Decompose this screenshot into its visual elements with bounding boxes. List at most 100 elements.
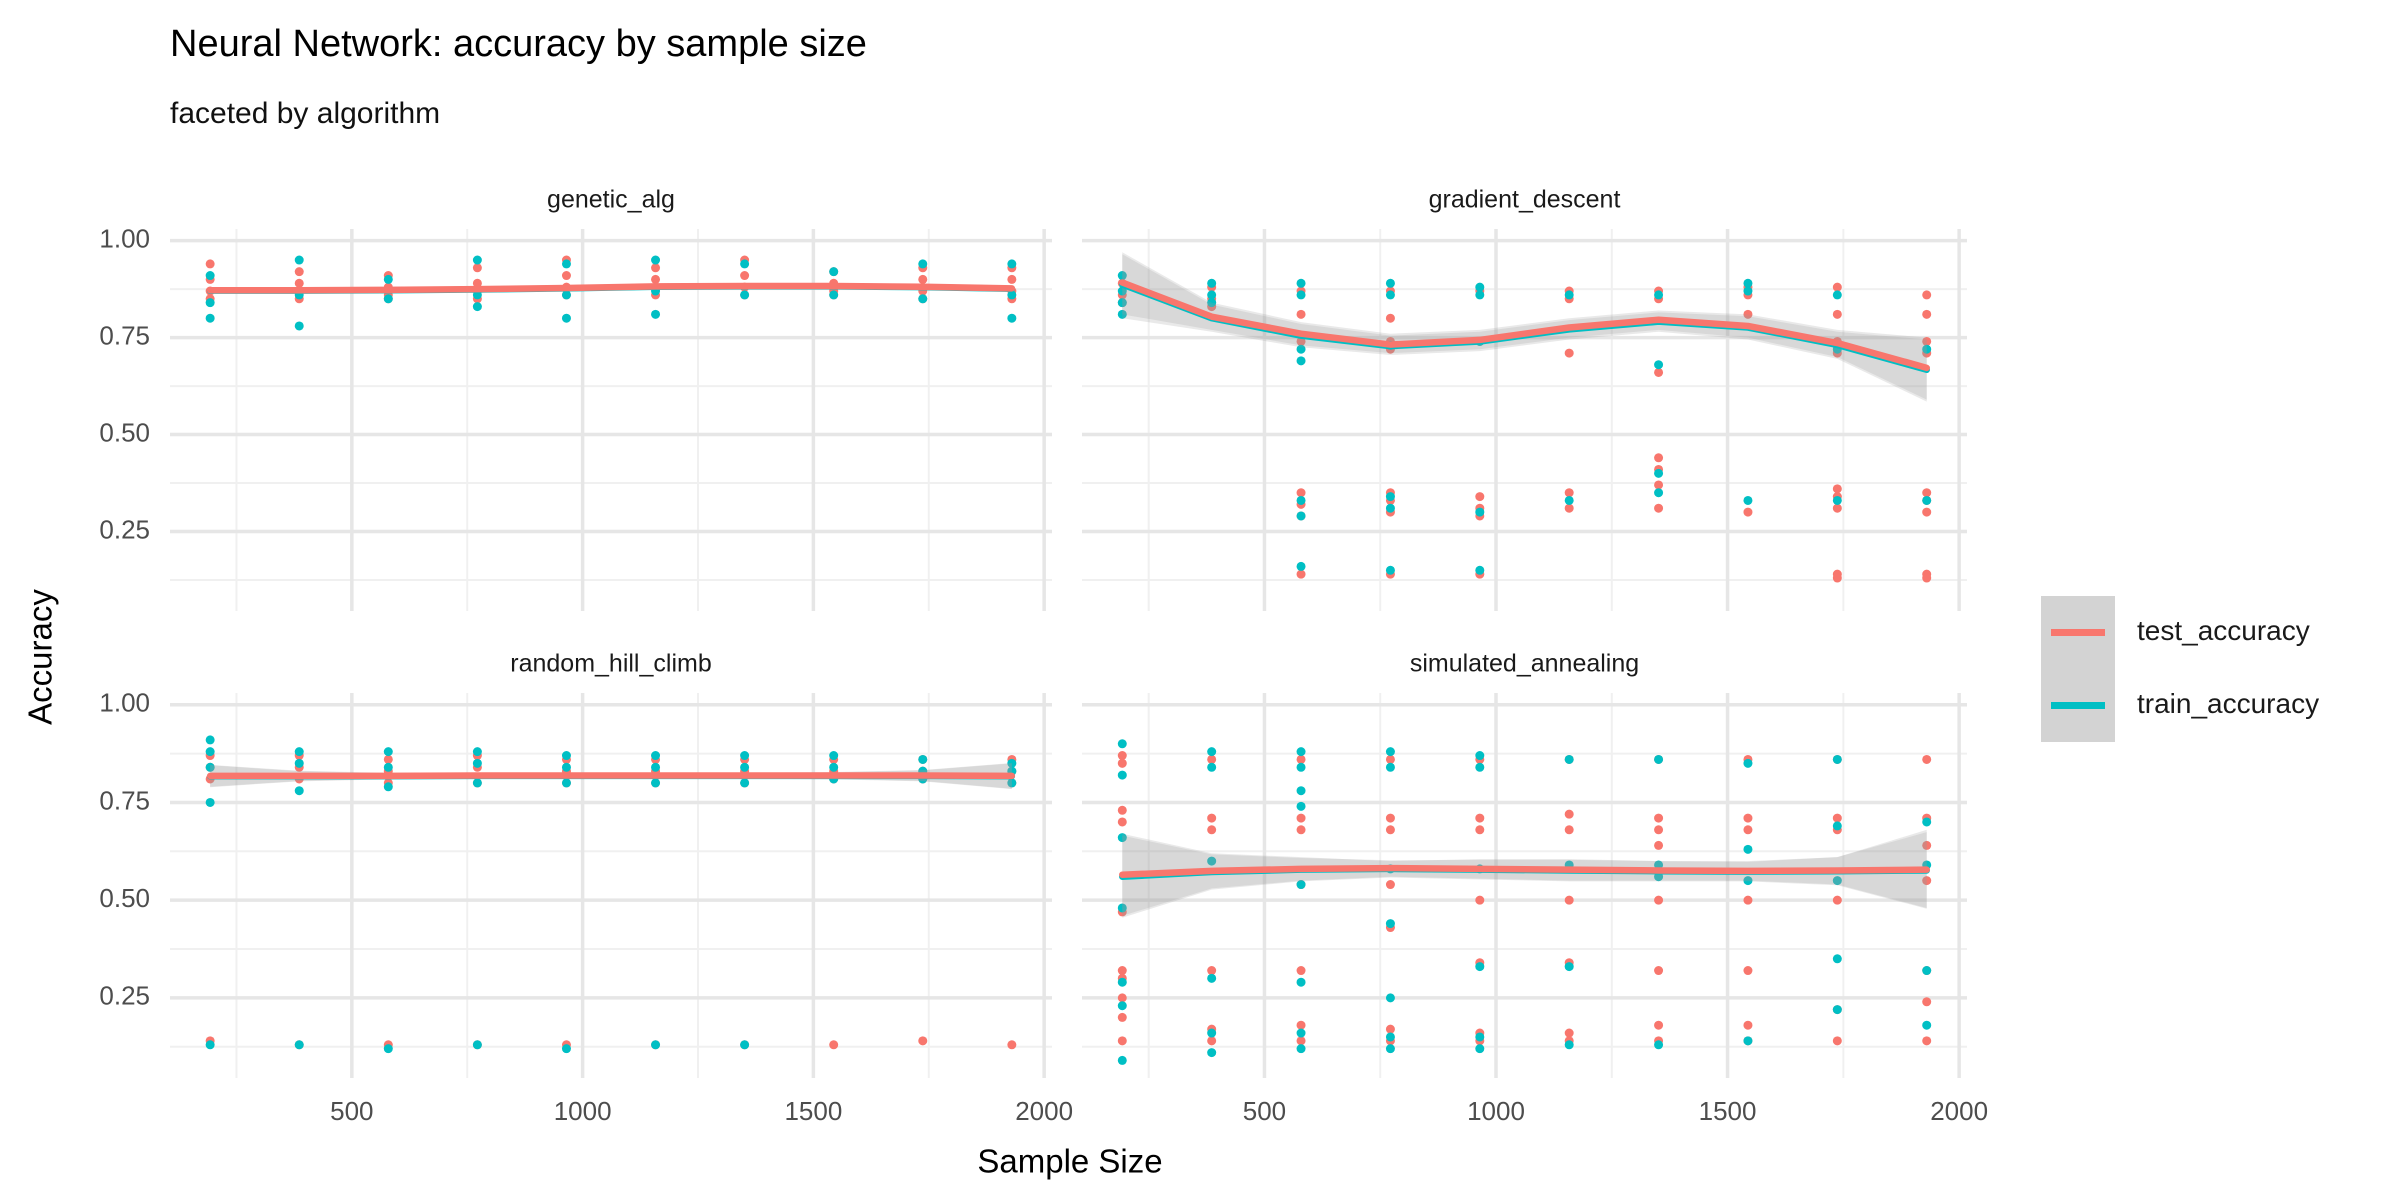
data-point xyxy=(1296,356,1306,366)
data-point xyxy=(651,1040,661,1050)
data-point xyxy=(1207,1036,1217,1046)
data-point xyxy=(294,321,304,331)
data-point xyxy=(1296,762,1306,772)
facet-title: gradient_descent xyxy=(1429,186,1621,214)
data-point xyxy=(1832,1005,1842,1015)
data-point xyxy=(1564,348,1574,358)
smooth-line xyxy=(206,282,1016,294)
data-point xyxy=(472,302,482,312)
data-point xyxy=(1743,507,1753,517)
data-point xyxy=(383,754,393,764)
chart-subtitle: faceted by algorithm xyxy=(170,97,440,130)
data-point xyxy=(829,1040,839,1050)
data-point xyxy=(1385,1024,1395,1034)
data-point xyxy=(1922,344,1932,354)
data-point xyxy=(1296,290,1306,300)
data-point xyxy=(1296,309,1306,319)
data-point xyxy=(1117,1012,1127,1022)
data-point xyxy=(1475,762,1485,772)
data-point xyxy=(1385,747,1395,757)
data-point xyxy=(1922,1036,1932,1046)
data-point xyxy=(1385,1044,1395,1054)
data-point xyxy=(1922,966,1932,976)
data-point xyxy=(1654,453,1664,463)
data-point xyxy=(1207,290,1217,300)
data-point xyxy=(1832,876,1842,886)
data-point xyxy=(383,782,393,792)
data-point xyxy=(205,298,215,308)
data-point xyxy=(1296,747,1306,757)
data-point xyxy=(1743,876,1753,886)
y-tick-label: 0.25 xyxy=(99,981,150,1011)
data-point xyxy=(205,271,215,281)
data-point xyxy=(740,290,750,300)
facet-title: simulated_annealing xyxy=(1410,650,1639,678)
data-point xyxy=(1475,507,1485,517)
data-point xyxy=(1296,813,1306,823)
data-point xyxy=(1475,290,1485,300)
data-point xyxy=(740,259,750,269)
data-point xyxy=(1564,809,1574,819)
data-point xyxy=(1007,1040,1017,1050)
confidence-band xyxy=(1122,252,1927,400)
data-point xyxy=(918,1036,928,1046)
data-point xyxy=(1296,336,1306,346)
data-point xyxy=(561,259,571,269)
x-tick-label: 2000 xyxy=(1930,1096,1988,1126)
data-point xyxy=(1564,290,1574,300)
data-point xyxy=(1385,565,1395,575)
y-tick-label: 0.75 xyxy=(99,320,150,350)
data-point xyxy=(1296,786,1306,796)
data-point xyxy=(1117,298,1127,308)
data-point xyxy=(1922,1020,1932,1030)
data-point xyxy=(651,751,661,761)
data-point xyxy=(561,762,571,772)
data-point xyxy=(1743,813,1753,823)
data-point xyxy=(472,278,482,288)
data-point xyxy=(1117,758,1127,768)
x-tick-label: 1000 xyxy=(554,1096,612,1126)
data-point xyxy=(1296,801,1306,811)
data-point xyxy=(1654,813,1664,823)
data-point xyxy=(1475,1044,1485,1054)
y-tick-label: 1.00 xyxy=(99,688,150,718)
data-point xyxy=(1654,360,1664,370)
data-point xyxy=(1385,1032,1395,1042)
data-point xyxy=(1207,973,1217,983)
data-point xyxy=(1296,495,1306,505)
data-point xyxy=(1296,278,1306,288)
data-point xyxy=(1117,966,1127,976)
data-point xyxy=(561,313,571,323)
data-point xyxy=(651,309,661,319)
data-point xyxy=(383,762,393,772)
data-point xyxy=(1743,495,1753,505)
data-point xyxy=(1743,286,1753,296)
data-point xyxy=(205,259,215,269)
data-point xyxy=(1654,825,1664,835)
x-tick-label: 2000 xyxy=(1015,1096,1073,1126)
data-point xyxy=(1564,754,1574,764)
smooth-line xyxy=(1119,864,1930,879)
data-point xyxy=(1385,492,1395,502)
smooth-line xyxy=(1119,279,1930,372)
data-point xyxy=(1654,754,1664,764)
data-point xyxy=(1475,813,1485,823)
data-point xyxy=(561,1044,571,1054)
data-point xyxy=(1117,817,1127,827)
legend-label: train_accuracy xyxy=(2137,688,2319,719)
data-point xyxy=(1385,813,1395,823)
data-point xyxy=(1654,290,1664,300)
data-point xyxy=(1385,880,1395,890)
data-point xyxy=(1832,282,1842,292)
data-point xyxy=(205,797,215,807)
data-point xyxy=(1385,313,1395,323)
data-point xyxy=(1654,966,1664,976)
data-point xyxy=(1654,895,1664,905)
chart-title: Neural Network: accuracy by sample size xyxy=(170,23,867,65)
data-point xyxy=(740,762,750,772)
data-point xyxy=(294,758,304,768)
data-point xyxy=(1296,1028,1306,1038)
data-point xyxy=(651,762,661,772)
data-point xyxy=(1207,754,1217,764)
data-point xyxy=(1564,962,1574,972)
